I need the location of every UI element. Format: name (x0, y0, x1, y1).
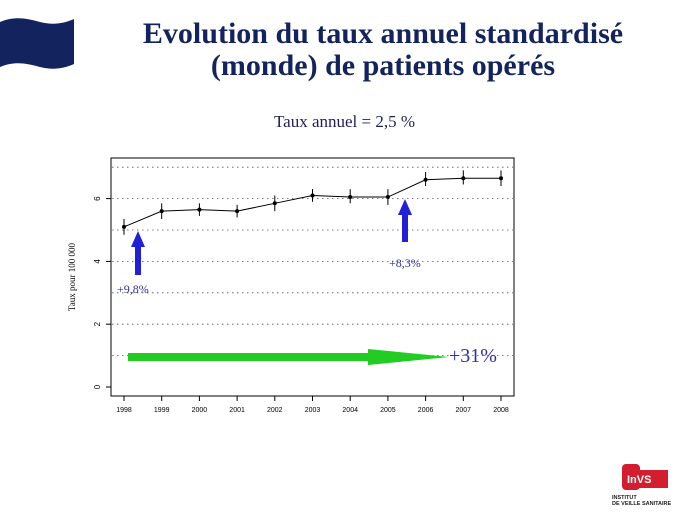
data-point (461, 176, 466, 181)
data-point (122, 224, 126, 229)
blue-arrow-up-icon (131, 231, 145, 275)
data-point (159, 209, 164, 214)
y-axis-label: Taux pour 100 000 (67, 242, 77, 311)
logo-text: InVS (627, 474, 651, 486)
logo-caption-2: DE VEILLE SANITAIRE (612, 501, 672, 507)
x-tick-label: 2007 (456, 407, 472, 414)
y-tick-label: 4 (93, 259, 102, 264)
x-axis: 1998 1999 2000 2001 2002 2003 2004 2005 2006 2007… (116, 396, 509, 414)
x-tick-label: 2002 (267, 407, 283, 414)
data-point (499, 176, 503, 181)
data-point (310, 193, 315, 198)
x-tick-label: 2005 (380, 407, 396, 414)
x-tick-label: 2006 (418, 407, 434, 414)
y-tick-label: 6 (93, 196, 102, 201)
data-point (423, 177, 428, 182)
slide-title: Evolution du taux annuel standardisé (mo… (78, 18, 688, 82)
logo-caption-1: INSTITUT (612, 495, 637, 501)
green-arrow-icon (128, 349, 449, 365)
data-point (385, 195, 390, 200)
x-tick-label: 2004 (342, 407, 358, 414)
annotation-total: +31% (449, 345, 497, 367)
y-axis: 0 2 4 6 (93, 196, 111, 389)
blue-arrow-up-icon (398, 199, 412, 242)
x-tick-label: 2003 (305, 407, 321, 414)
annotation-1998: +9,8% (117, 282, 149, 296)
x-tick-label: 2008 (493, 407, 509, 414)
title-line-2: (monde) de patients opérés (210, 49, 556, 82)
data-point (348, 195, 353, 200)
annotation-2005: +8,3% (389, 256, 421, 270)
series-points (122, 170, 503, 235)
x-tick-label: 2000 (192, 407, 208, 414)
flag-logo-icon (0, 18, 74, 69)
x-tick-label: 2001 (229, 407, 245, 414)
series-line (123, 177, 501, 228)
invs-logo-icon: InVS (622, 464, 668, 490)
data-point (272, 201, 277, 206)
x-tick-label: 1998 (116, 407, 132, 414)
title-line-1: Evolution du taux annuel standardisé (142, 17, 624, 50)
data-point (197, 207, 202, 212)
annual-rate-subtitle: Taux annuel = 2,5 % (273, 112, 416, 131)
y-tick-label: 2 (93, 321, 102, 326)
y-tick-label: 0 (93, 384, 102, 389)
x-tick-label: 1999 (154, 407, 170, 414)
invs-logo: InVS INSTITUT DE VEILLE SANITAIRE (612, 462, 682, 512)
data-point (235, 209, 240, 214)
